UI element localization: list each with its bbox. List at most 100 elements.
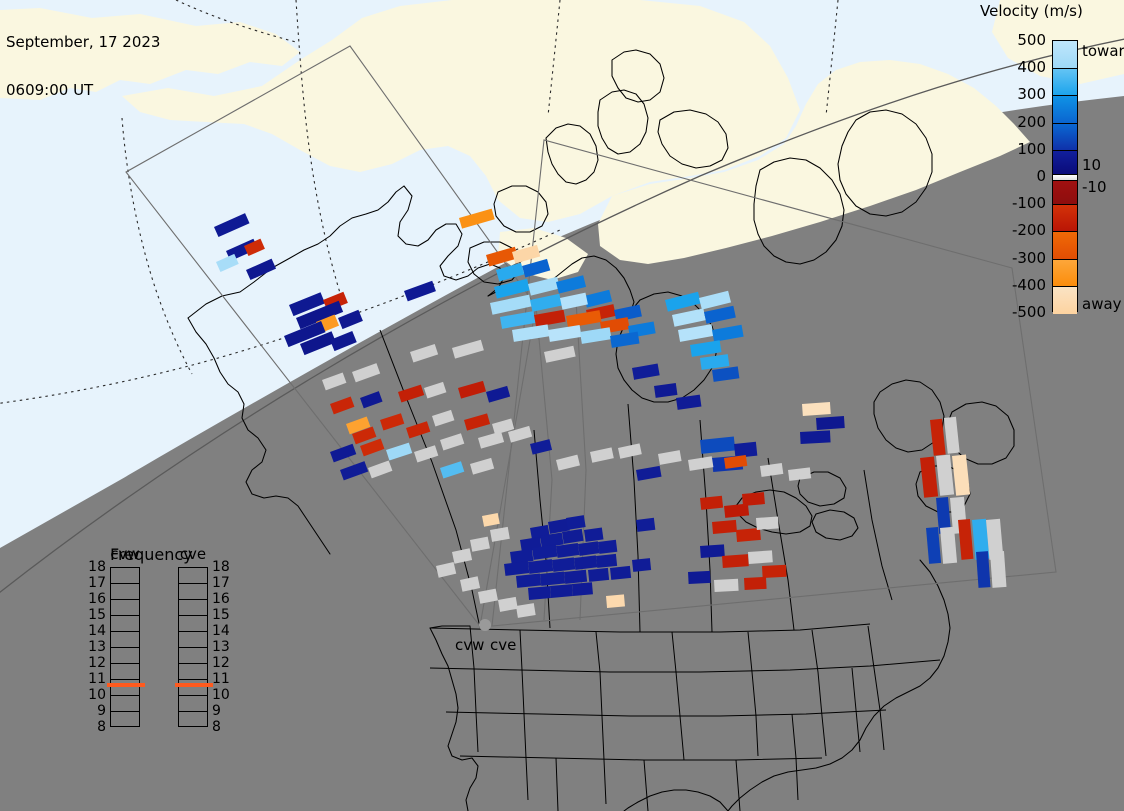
velocity-cell	[976, 551, 991, 588]
frequency-tick-label: 11	[212, 671, 230, 687]
frequency-tick-label: 15	[212, 607, 230, 623]
velocity-cell	[530, 293, 562, 312]
velocity-cell	[936, 454, 955, 496]
timestamp-time: 0609:00 UT	[6, 81, 94, 99]
frequency-bar-caption-cve: cve	[179, 545, 207, 563]
velocity-cell	[528, 586, 551, 600]
frequency-bar-segment	[179, 712, 207, 728]
frequency-tick-label: 10	[212, 687, 230, 703]
velocity-cell	[632, 558, 652, 572]
velocity-cell	[464, 413, 491, 431]
velocity-colorbar-band	[1053, 95, 1077, 124]
frequency-tick-label: 16	[88, 591, 106, 607]
velocity-cell	[714, 578, 739, 592]
frequency-bar-segment	[179, 696, 207, 712]
velocity-cell	[704, 305, 736, 324]
velocity-cell	[528, 276, 561, 296]
velocity-cell	[470, 457, 495, 475]
frequency-tick-label: 8	[97, 719, 106, 735]
frequency-bar-cvw	[107, 567, 145, 727]
velocity-cell	[458, 380, 487, 399]
frequency-tick-label: 18	[88, 559, 106, 575]
velocity-cell	[214, 213, 250, 238]
velocity-cell	[712, 519, 737, 534]
frequency-tick-label: 13	[88, 639, 106, 655]
radar-site-label-cve: cve	[490, 636, 517, 654]
velocity-colorbar-band	[1053, 68, 1077, 97]
velocity-colorbar-band	[1053, 41, 1077, 69]
velocity-cell	[470, 536, 490, 552]
velocity-tick-label: 500	[1017, 31, 1046, 49]
velocity-cell	[800, 430, 831, 444]
velocity-cell	[574, 555, 598, 570]
velocity-cell	[556, 454, 581, 471]
velocity-cell	[562, 528, 584, 544]
velocity-cell	[632, 363, 660, 380]
velocity-cell	[530, 439, 553, 455]
velocity-cell	[216, 253, 239, 273]
velocity-cell	[340, 461, 369, 481]
velocity-tick-label: 0	[1036, 167, 1046, 185]
velocity-cell	[432, 409, 455, 427]
velocity-colorbar-band	[1053, 258, 1077, 287]
graticule	[0, 0, 839, 404]
velocity-cell	[636, 465, 662, 481]
velocity-cell	[816, 416, 845, 430]
velocity-cell	[478, 431, 505, 449]
frequency-bar-cve	[175, 567, 213, 728]
frequency-tick-label: 8	[212, 719, 221, 735]
velocity-cell	[440, 461, 465, 479]
velocity-cell	[742, 492, 765, 506]
velocity-cell	[748, 550, 773, 564]
velocity-cell	[724, 454, 748, 469]
velocity-cell	[540, 571, 566, 586]
timestamp-date: September, 17 2023	[6, 33, 161, 51]
velocity-legend: Velocity (m/s) 500 400 300 200 100 0 -100 -200 -…	[978, 0, 1124, 340]
velocity-cell	[744, 576, 767, 590]
frequency-tick-label: 18	[212, 559, 230, 575]
velocity-tick-label: -500	[1011, 303, 1046, 321]
velocity-colorbar-band	[1053, 149, 1077, 176]
velocity-cell	[478, 588, 498, 604]
velocity-cell	[410, 343, 439, 363]
velocity-cell	[940, 526, 958, 564]
velocity-tick-label: -300	[1011, 248, 1046, 267]
frequency-tick-label: 14	[212, 623, 230, 639]
velocity-cell	[338, 309, 363, 330]
velocity-cell	[958, 518, 974, 560]
velocity-tick-label: -100	[1011, 194, 1046, 213]
velocity-cell	[360, 391, 383, 409]
frequency-tick-label: 16	[212, 591, 230, 607]
velocity-cell	[452, 339, 484, 359]
velocity-cell	[920, 456, 939, 498]
velocity-tick-label: -200	[1011, 221, 1046, 240]
frequency-bar-segment	[111, 600, 139, 616]
velocity-colorbar-band	[1053, 231, 1077, 260]
frequency-tick-label: 12	[88, 655, 106, 671]
frequency-bar-segment	[111, 568, 139, 584]
velocity-cell	[654, 382, 678, 398]
frequency-tick-label: 10	[88, 687, 106, 703]
velocity-cell	[398, 384, 425, 403]
frequency-tick-label: 13	[212, 639, 230, 655]
frequency-bar-segment	[111, 584, 139, 600]
velocity-toward-label: toward	[1082, 41, 1124, 60]
velocity-cell	[516, 603, 536, 618]
velocity-cell	[504, 561, 530, 576]
velocity-cell	[584, 527, 604, 542]
dayside-region	[0, 0, 1124, 548]
velocity-cell	[246, 258, 277, 281]
velocity-tick-label: 300	[1017, 85, 1046, 104]
velocity-cell	[760, 462, 784, 477]
velocity-tick-label: 400	[1017, 58, 1046, 77]
velocity-cell	[436, 561, 457, 578]
velocity-cell	[330, 443, 357, 463]
velocity-cell	[352, 363, 381, 383]
velocity-cell	[556, 542, 580, 558]
velocity-away-label: away	[1082, 294, 1122, 313]
frequency-tick-label: 11	[88, 671, 106, 687]
velocity-cell	[544, 345, 576, 363]
velocity-cell	[700, 495, 724, 510]
frequency-bar-segment	[111, 696, 139, 712]
velocity-cell	[512, 324, 550, 342]
